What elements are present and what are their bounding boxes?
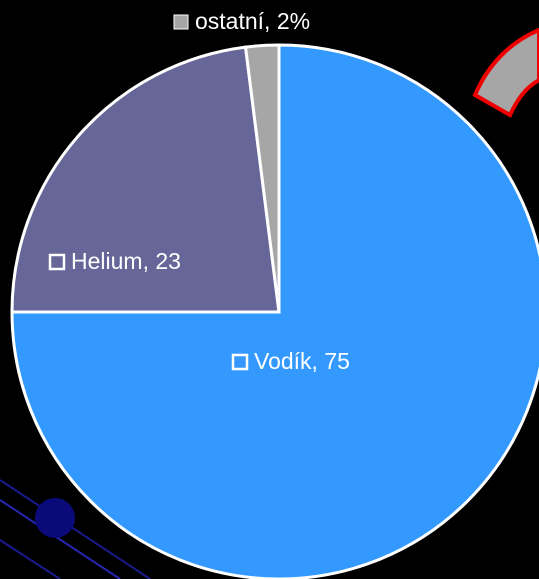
decor-circle — [35, 498, 75, 538]
chart: Vodík, 75 Helium, 23 ostatní, 2% — [0, 0, 539, 579]
page: Vodík, 75Helium, 23ostatní, 2% (() => { … — [0, 0, 539, 579]
legend-key — [174, 15, 188, 29]
data-label: ostatní, 2% — [195, 8, 310, 34]
data-label: Helium, 23 — [71, 248, 181, 274]
data-label: Vodík, 75 — [254, 348, 350, 374]
